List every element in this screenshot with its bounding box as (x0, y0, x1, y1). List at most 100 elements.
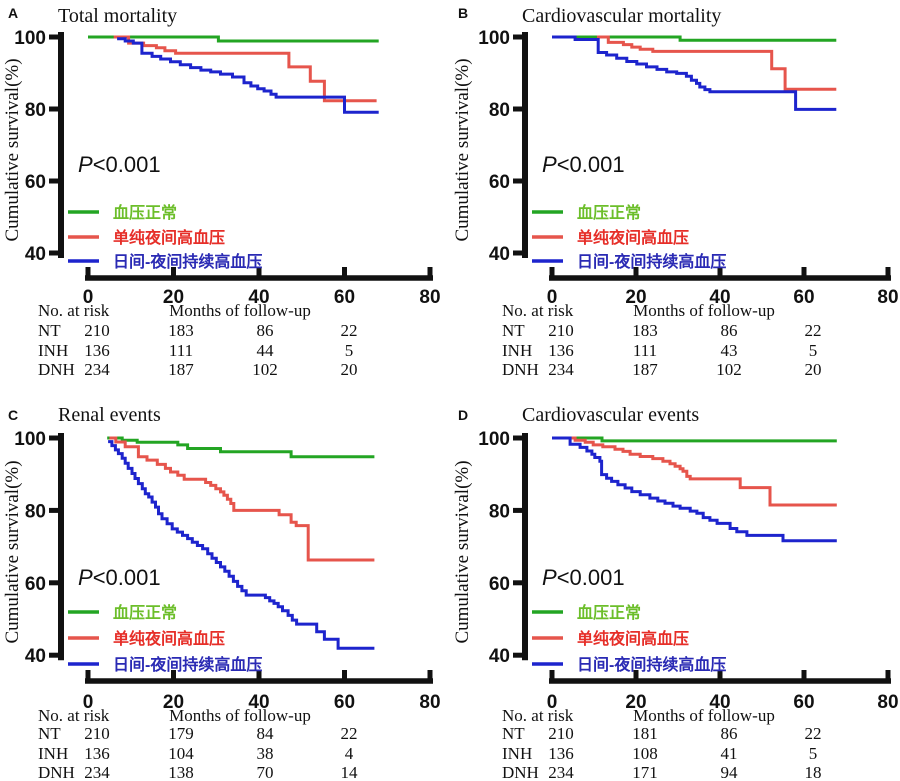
x-tick-label: 40 (709, 287, 730, 308)
y-axis-label: Cumulative survival(%) (452, 460, 473, 643)
x-tick-label: 20 (163, 692, 184, 713)
risk-row-label-nt: NT (502, 724, 525, 743)
y-tick-label: 40 (489, 646, 510, 667)
risk-value: 136 (84, 341, 110, 360)
risk-row-label-nt: NT (38, 321, 61, 340)
risk-value: 234 (84, 360, 110, 379)
legend-label-dnh: 日间-夜间持续高血压 (577, 655, 726, 674)
risk-value: 187 (632, 360, 658, 379)
legend-label-inh: 单纯夜间高血压 (113, 228, 225, 247)
risk-table-title: No. at risk (38, 301, 110, 320)
risk-value: 210 (548, 724, 574, 743)
curve-dnh (552, 436, 837, 543)
risk-value: 108 (632, 744, 658, 763)
curve-nt (88, 35, 379, 43)
x-tick-label: 0 (547, 287, 558, 308)
risk-value: 70 (257, 763, 274, 781)
x-tick-label: 60 (793, 692, 814, 713)
risk-table-title: No. at risk (502, 706, 574, 725)
risk-value: 102 (252, 360, 278, 379)
risk-row-label-dnh: DNH (38, 360, 75, 379)
y-tick-label: 40 (25, 646, 46, 667)
legend-label-nt: 血压正常 (113, 603, 177, 622)
y-tick-label: 80 (25, 100, 46, 121)
x-tick-label: 0 (83, 692, 94, 713)
legend-label-nt: 血压正常 (577, 203, 641, 222)
risk-row-label-dnh: DNH (502, 763, 539, 781)
risk-value: 187 (168, 360, 194, 379)
risk-table-title: No. at risk (38, 706, 110, 725)
risk-row-label-dnh: DNH (502, 360, 539, 379)
p-value: P<0.001 (78, 152, 161, 177)
y-tick-label: 80 (489, 100, 510, 121)
risk-value: 210 (548, 321, 574, 340)
risk-value: 210 (84, 724, 110, 743)
risk-value: 18 (805, 763, 822, 781)
risk-value: 14 (341, 763, 359, 781)
curve-nt (552, 436, 837, 443)
panel-d-svg: D Cardiovascular events Cumulative surviva… (452, 404, 899, 781)
risk-value: 5 (345, 341, 354, 360)
y-axis-label: Cumulative survival(%) (2, 58, 23, 241)
risk-value: 138 (168, 763, 194, 781)
x-axis-table-label: Months of follow-up (169, 706, 311, 725)
panel-b-svg: B Cardiovascular mortality Cumulative surv… (452, 5, 899, 379)
risk-value: 44 (257, 341, 275, 360)
risk-value: 4 (345, 744, 354, 763)
risk-value: 5 (809, 744, 818, 763)
risk-table-title: No. at risk (502, 301, 574, 320)
risk-value: 102 (716, 360, 742, 379)
risk-value: 181 (632, 724, 658, 743)
risk-value: 5 (809, 341, 818, 360)
risk-value: 179 (168, 724, 194, 743)
x-axis-table-label: Months of follow-up (633, 706, 775, 725)
risk-row-label-dnh: DNH (38, 763, 75, 781)
legend-label-inh: 单纯夜间高血压 (577, 629, 689, 648)
risk-row-label-nt: NT (38, 724, 61, 743)
risk-value: 183 (632, 321, 658, 340)
x-tick-label: 80 (419, 692, 440, 713)
legend-label-inh: 单纯夜间高血压 (113, 629, 225, 648)
risk-value: 234 (548, 360, 574, 379)
risk-value: 210 (84, 321, 110, 340)
risk-value: 136 (84, 744, 110, 763)
panel-letter: D (458, 407, 468, 423)
curve-nt (107, 436, 375, 459)
y-tick-label: 80 (25, 501, 46, 522)
risk-value: 38 (257, 744, 274, 763)
risk-row-label-nt: NT (502, 321, 525, 340)
x-tick-label: 0 (83, 287, 94, 308)
legend-label-dnh: 日间-夜间持续高血压 (113, 655, 262, 674)
curve-dnh (117, 37, 379, 114)
x-axis-table-label: Months of follow-up (169, 301, 311, 320)
risk-value: 111 (169, 341, 193, 360)
curve-inh (596, 35, 837, 91)
x-tick-label: 20 (625, 287, 646, 308)
x-tick-label: 60 (793, 287, 814, 308)
x-tick-label: 20 (625, 692, 646, 713)
y-tick-label: 60 (489, 574, 510, 595)
legend-label-nt: 血压正常 (577, 603, 641, 622)
panel-title: Renal events (58, 404, 161, 426)
panel-letter: B (458, 5, 468, 21)
risk-value: 43 (721, 341, 738, 360)
risk-value: 86 (721, 321, 738, 340)
panel-title: Cardiovascular events (522, 404, 699, 426)
curve-nt (573, 35, 837, 42)
risk-value: 234 (548, 763, 574, 781)
risk-value: 94 (721, 763, 739, 781)
y-tick-label: 100 (478, 429, 510, 450)
p-value: P<0.001 (78, 565, 161, 590)
y-tick-label: 40 (489, 244, 510, 265)
x-tick-label: 80 (419, 287, 440, 308)
p-value: P<0.001 (542, 565, 625, 590)
y-tick-label: 100 (14, 28, 46, 49)
y-tick-label: 60 (489, 172, 510, 193)
panel-c-svg: C Renal events Cumulative survival(%) 100 80… (2, 404, 441, 781)
curve-inh (109, 436, 375, 562)
y-tick-label: 80 (489, 501, 510, 522)
risk-value: 136 (548, 341, 574, 360)
x-axis-table-label: Months of follow-up (633, 301, 775, 320)
legend-label-dnh: 日间-夜间持续高血压 (577, 252, 726, 271)
